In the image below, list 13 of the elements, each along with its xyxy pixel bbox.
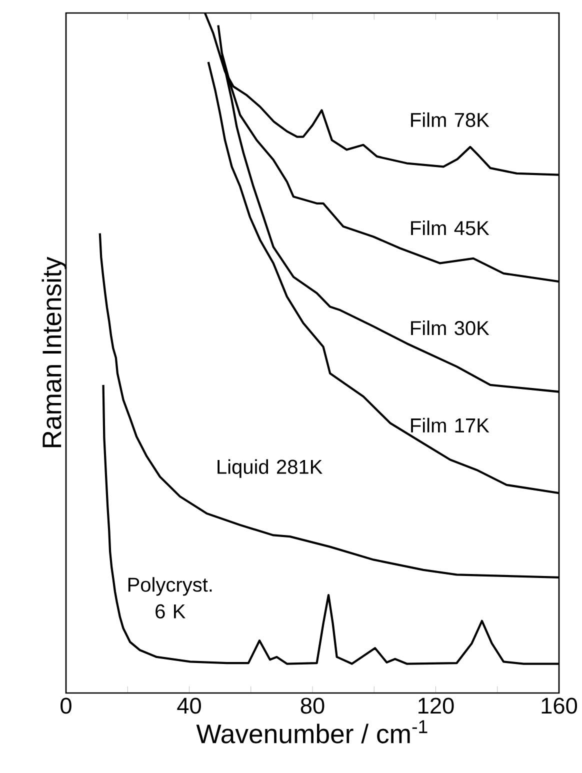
x-tick-label: 80 [300,698,324,714]
y-axis-title: Raman Intensity [42,256,66,448]
x-tick-label: 0 [60,698,72,714]
series-label: Liquid 281K [217,459,322,478]
series-label: Film 30K [410,320,490,336]
series-label: Film 45K [410,220,490,236]
x-tick-label: 120 [418,698,454,714]
x-tick-label: 160 [542,698,577,714]
series-label: Film 17K [410,418,490,432]
series-label: Film 78K [410,112,490,128]
x-axis-title: Wavenumber / cm$^{-1}$ [196,720,428,744]
series-label: Polycryst. 6 K [128,577,212,618]
x-tick-label: 40 [176,698,201,714]
